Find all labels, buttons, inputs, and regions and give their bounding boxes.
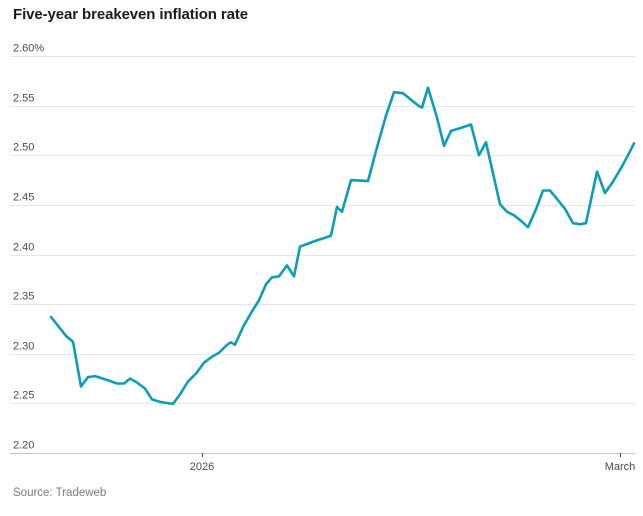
series-line <box>49 86 636 406</box>
chart-source: Source: Tradeweb <box>13 487 107 499</box>
y-tick-label: 2.60% <box>13 43 44 55</box>
y-tick-label: 2.20 <box>13 440 34 452</box>
y-tick-label: 2.50 <box>13 142 34 154</box>
chart-title: Five-year breakeven inflation rate <box>13 6 249 23</box>
y-tick-label: 2.35 <box>13 291 34 303</box>
x-tick-label: March <box>605 461 636 473</box>
y-tick-label: 2.40 <box>13 242 34 254</box>
y-tick-label: 2.30 <box>13 341 34 353</box>
y-tick-label: 2.25 <box>13 390 34 402</box>
y-tick-label: 2.45 <box>13 192 34 204</box>
y-tick-label: 2.55 <box>13 93 34 105</box>
x-tick-label: 2026 <box>190 461 214 473</box>
